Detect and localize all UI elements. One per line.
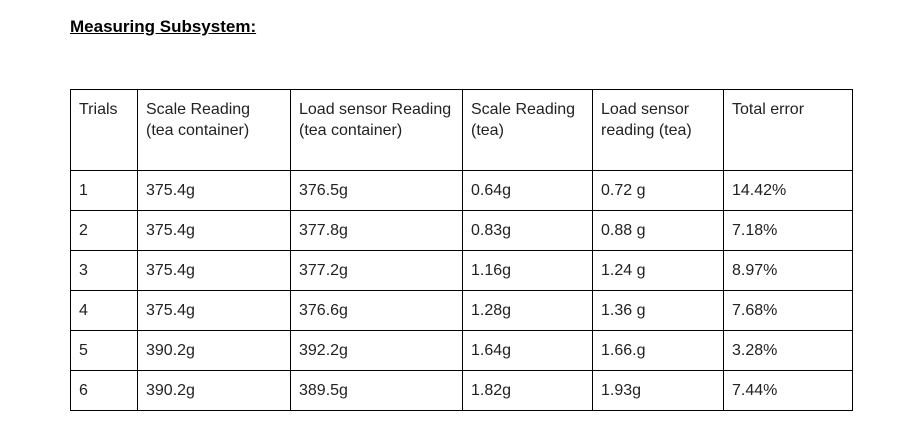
cell-trial: 3 [70, 250, 138, 291]
cell-scale-tea: 1.16g [462, 250, 593, 291]
table-row: 4 375.4g 376.6g 1.28g 1.36 g 7.68% [70, 290, 853, 331]
cell-total-error: 7.18% [723, 210, 853, 251]
cell-load-tea: 1.24 g [592, 250, 724, 291]
cell-total-error: 8.97% [723, 250, 853, 291]
table-header-row: Trials Scale Reading (tea container) Loa… [70, 89, 853, 171]
cell-load-tea: 1.36 g [592, 290, 724, 331]
cell-scale-tea: 1.64g [462, 330, 593, 371]
page-heading: Measuring Subsystem: [70, 17, 257, 36]
header-scale-reading-tea: Scale Reading (tea) [462, 89, 593, 171]
table-row: 2 375.4g 377.8g 0.83g 0.88 g 7.18% [70, 210, 853, 251]
cell-load-tea: 0.72 g [592, 170, 724, 211]
cell-load-container: 377.2g [290, 250, 463, 291]
table-row: 5 390.2g 392.2g 1.64g 1.66.g 3.28% [70, 330, 853, 371]
cell-load-container: 389.5g [290, 370, 463, 411]
cell-load-container: 392.2g [290, 330, 463, 371]
cell-load-tea: 1.66.g [592, 330, 724, 371]
cell-load-tea: 1.93g [592, 370, 724, 411]
cell-scale-tea: 0.64g [462, 170, 593, 211]
cell-scale-container: 375.4g [137, 290, 291, 331]
cell-scale-tea: 1.28g [462, 290, 593, 331]
cell-trial: 5 [70, 330, 138, 371]
cell-load-tea: 0.88 g [592, 210, 724, 251]
cell-scale-container: 375.4g [137, 250, 291, 291]
table-row: 3 375.4g 377.2g 1.16g 1.24 g 8.97% [70, 250, 853, 291]
cell-scale-container: 390.2g [137, 330, 291, 371]
header-load-sensor-reading-container: Load sensor Reading (tea container) [290, 89, 463, 171]
cell-scale-container: 375.4g [137, 210, 291, 251]
cell-scale-tea: 0.83g [462, 210, 593, 251]
cell-total-error: 3.28% [723, 330, 853, 371]
cell-total-error: 7.68% [723, 290, 853, 331]
measurements-table: Trials Scale Reading (tea container) Loa… [70, 89, 853, 411]
header-scale-reading-container: Scale Reading (tea container) [137, 89, 291, 171]
cell-load-container: 377.8g [290, 210, 463, 251]
cell-total-error: 14.42% [723, 170, 853, 211]
cell-total-error: 7.44% [723, 370, 853, 411]
cell-scale-container: 375.4g [137, 170, 291, 211]
header-total-error: Total error [723, 89, 853, 171]
cell-trial: 4 [70, 290, 138, 331]
header-trials: Trials [70, 89, 138, 171]
table-row: 6 390.2g 389.5g 1.82g 1.93g 7.44% [70, 370, 853, 411]
cell-scale-container: 390.2g [137, 370, 291, 411]
cell-trial: 1 [70, 170, 138, 211]
cell-load-container: 376.6g [290, 290, 463, 331]
header-load-sensor-reading-tea: Load sensor reading (tea) [592, 89, 724, 171]
cell-load-container: 376.5g [290, 170, 463, 211]
cell-trial: 2 [70, 210, 138, 251]
cell-trial: 6 [70, 370, 138, 411]
table-row: 1 375.4g 376.5g 0.64g 0.72 g 14.42% [70, 170, 853, 211]
cell-scale-tea: 1.82g [462, 370, 593, 411]
